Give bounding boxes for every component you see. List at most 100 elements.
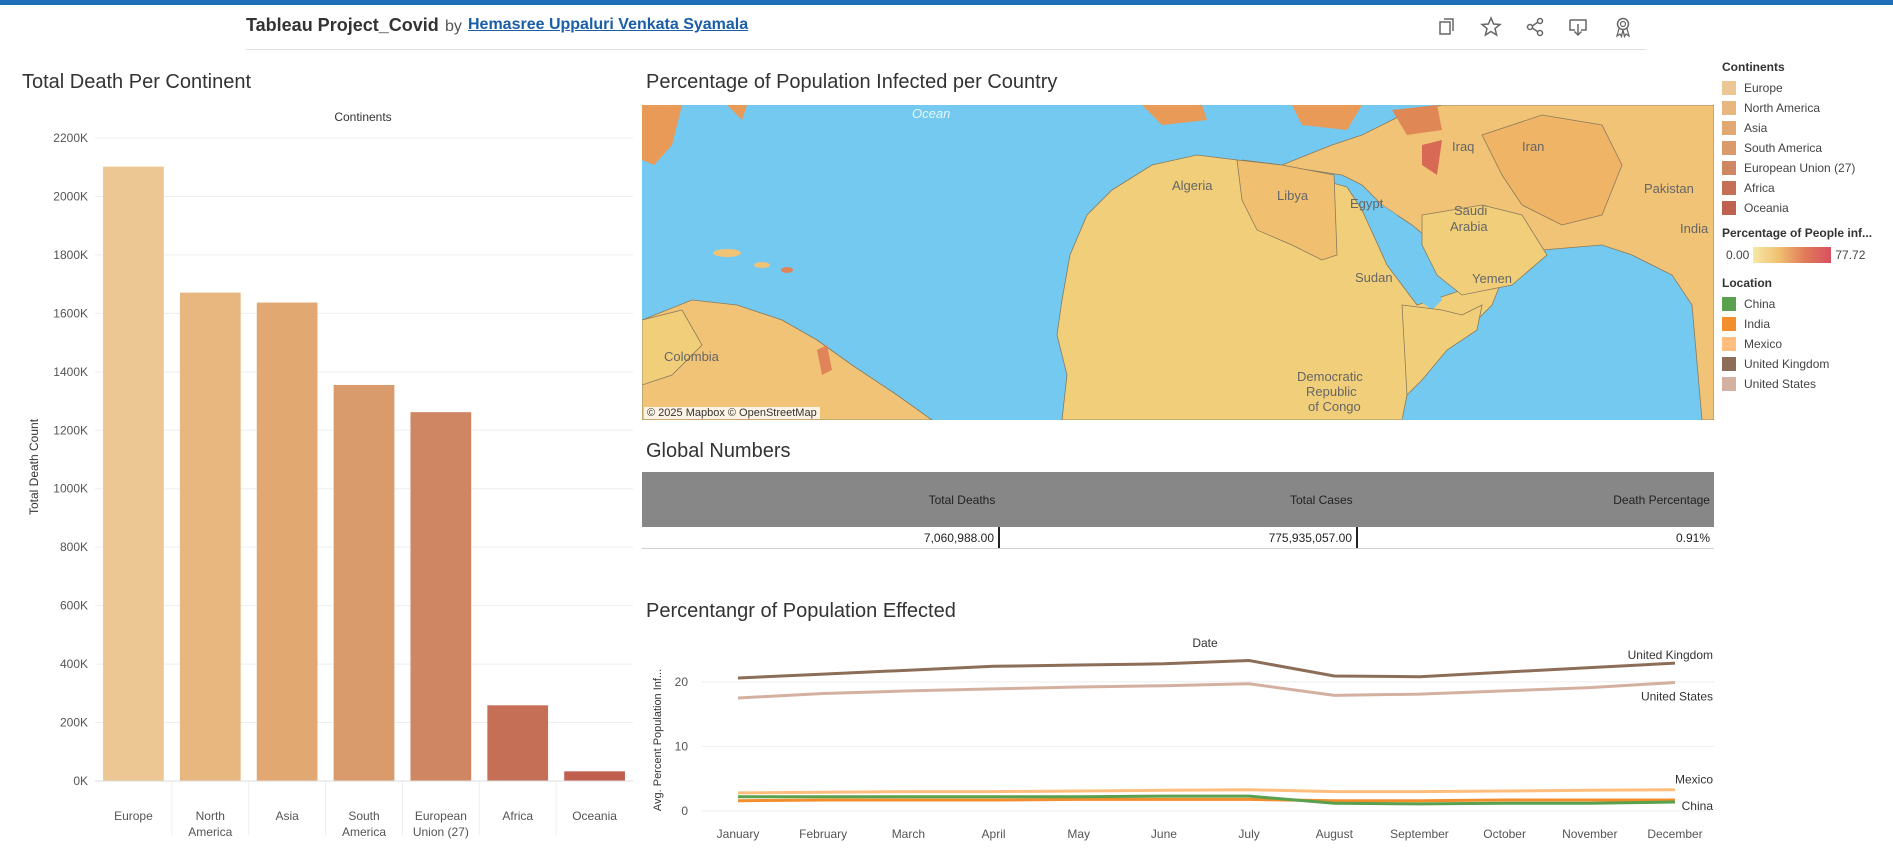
legend-continent-item[interactable]: Oceania [1722,198,1892,218]
line-chart-y-label: Avg. Percent Population Inf... [652,669,664,811]
legend-location-swatch [1722,377,1736,391]
legend-location-item[interactable]: United Kingdom [1722,354,1892,374]
legend-continent-item[interactable]: North America [1722,98,1892,118]
legend-continent-item[interactable]: South America [1722,138,1892,158]
header-total-deaths: Total Deaths [928,493,996,507]
legend-continent-label: European Union (27) [1744,161,1856,175]
map-label-drc-3: of Congo [1308,399,1361,414]
bar-x-tick-label: Europe [114,809,153,823]
line-series-india[interactable] [737,797,1675,803]
bar-x-tick-label: Union (27) [413,825,469,839]
bar-x-tick-label: America [188,825,232,839]
legend-continent-item[interactable]: Africa [1722,178,1892,198]
bar-x-tick-label: European [415,809,467,823]
legend-location-label: China [1744,297,1776,311]
legend-location-label: India [1744,317,1771,331]
line-series-mexico[interactable] [737,788,1676,795]
legend-location-item[interactable]: China [1722,294,1892,314]
bar-y-tick-label: 1400K [53,365,88,379]
legend-continent-label: Europe [1744,81,1783,95]
bar-asia[interactable] [256,302,318,781]
line-x-tick-label: September [1390,827,1449,841]
global-numbers-header-row: Total Deaths Total Cases Death Percentag… [642,472,1714,527]
legend-location-label: United States [1744,377,1817,391]
copy-icon[interactable] [1436,16,1460,40]
star-icon[interactable] [1480,16,1504,40]
line-x-tick-label: May [1067,827,1090,841]
legend-continent-label: South America [1744,141,1823,155]
legend-location-item[interactable]: India [1722,314,1892,334]
line-series-china[interactable] [738,794,1676,806]
legend-location-item[interactable]: Mexico [1722,334,1892,354]
legend-continent-item[interactable]: European Union (27) [1722,158,1892,178]
line-x-tick-label: June [1151,827,1177,841]
legend-continent-swatch [1722,121,1736,135]
award-icon[interactable] [1612,16,1636,40]
section-title-population-effected: Percentangr of Population Effected [646,600,956,622]
bar-y-tick-label: 2000K [53,189,88,203]
bar-x-tick-label: North [196,809,225,823]
line-series-united-states[interactable] [737,681,1676,700]
bar-europe[interactable] [103,166,164,782]
legend-continent-item[interactable]: Europe [1722,78,1892,98]
line-series-label: United Kingdom [1628,648,1713,662]
map-label-drc-2: Republic [1306,384,1357,399]
download-icon[interactable] [1567,16,1591,40]
section-title-death-per-continent: Total Death Per Continent [22,71,252,93]
bar-chart-y-axis: 0K 200K 400K 600K 800K 1000K 1200K 1400K 1600K 18… [53,131,88,788]
legend-continent-swatch [1722,181,1736,195]
legend-continents-list: Europe North America Asia South America Euro… [1722,78,1892,218]
bar-y-tick-label: 0K [73,774,88,788]
legend-location-swatch [1722,317,1736,331]
share-icon[interactable] [1524,16,1548,40]
bar-north-america[interactable] [179,292,241,781]
bar-y-tick-label: 1200K [53,423,88,437]
line-y-tick-label: 10 [675,739,689,753]
map-label-drc-1: Democratic [1297,369,1363,384]
legend-continent-swatch [1722,81,1736,95]
bar-chart-y-label: Total Death Count [27,418,41,515]
bar-y-tick-label: 2200K [53,131,88,145]
map-canvas: Ocean Algeria Libya Egypt Iraq Iran Saud… [642,105,1714,420]
line-chart: Date Avg. Percent Population Inf... 0 10 2… [652,636,1714,841]
bar-x-tick-label: America [342,825,386,839]
legend-title-continents: Continents [1722,60,1785,74]
map-label-egypt: Egypt [1350,196,1384,211]
header-total-cases: Total Cases [1289,493,1353,507]
value-death-percentage: 0.91% [1675,531,1710,545]
legend-location-item[interactable]: United States [1722,374,1892,394]
map-attribution[interactable]: © 2025 Mapbox © OpenStreetMap [644,407,820,419]
line-x-tick-label: November [1562,827,1617,841]
bar-africa[interactable] [487,705,549,781]
map-label-ocean: Ocean [912,106,950,121]
bar-x-tick-label: Asia [275,809,299,823]
infection-map[interactable]: Ocean Algeria Libya Egypt Iraq Iran Saud… [642,105,1714,420]
line-x-tick-label: April [982,827,1006,841]
bar-european-union-27-[interactable] [410,412,472,781]
line-x-tick-label: August [1316,827,1354,841]
bar-y-tick-label: 600K [60,599,88,613]
bar-y-tick-label: 800K [60,540,88,554]
line-x-tick-label: December [1647,827,1702,841]
line-series-label: Mexico [1675,773,1713,787]
legend-location-label: United Kingdom [1744,357,1830,371]
bar-south-america[interactable] [333,384,395,781]
bar-chart-bars [103,166,625,782]
header-death-percentage: Death Percentage [1613,493,1710,507]
legend-location-swatch [1722,357,1736,371]
bar-y-tick-label: 1800K [53,248,88,262]
bar-oceania[interactable] [564,771,625,781]
author-link[interactable]: Hemasree Uppaluri Venkata Syamala [468,16,749,33]
top-accent-bar [0,0,1893,5]
legend-continent-item[interactable]: Asia [1722,118,1892,138]
line-series-label: United States [1641,689,1713,703]
line-series-united-kingdom[interactable] [737,658,1676,680]
legend-continent-label: Oceania [1744,201,1789,215]
line-x-tick-label: January [717,827,760,841]
global-numbers-value-row[interactable]: 7,060,988.00 775,935,057.00 0.91% [642,527,1714,549]
bar-chart: Continents 0K 200K 400K 600K 800K 1000K 1200K 1… [27,110,633,839]
value-total-deaths: 7,060,988.00 [642,527,1000,548]
map-label-iraq: Iraq [1452,139,1474,154]
legend-location-swatch [1722,337,1736,351]
legend-percentage-scale: 0.00 77.72 [1722,244,1892,266]
